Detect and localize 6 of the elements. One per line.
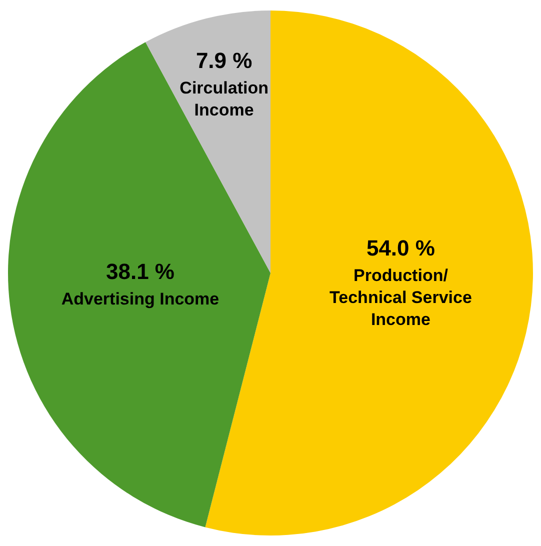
data-label: 54.0 % (366, 236, 435, 261)
data-label: 38.1 % (106, 259, 174, 284)
slice-label: Circulation Income (180, 78, 268, 120)
slice-label: Production/ Technical Service Income (330, 266, 472, 330)
slice-label: Advertising Income (61, 290, 220, 309)
data-label: 7.9 % (196, 48, 252, 73)
